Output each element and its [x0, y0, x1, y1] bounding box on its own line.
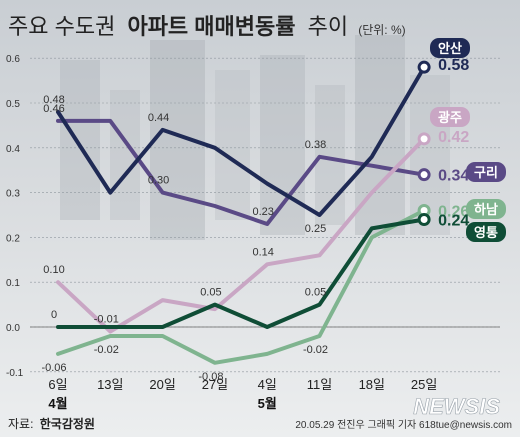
series-badge-bg	[466, 199, 506, 219]
y-tick-label: 0.3	[6, 189, 20, 200]
y-tick-label: -0.1	[6, 368, 24, 379]
end-point-구리	[417, 168, 431, 182]
source-name: 한국감정원	[40, 416, 95, 431]
y-tick-label: 0.5	[6, 99, 20, 110]
month-label: 4월	[48, 396, 67, 411]
title-suffix: 추이	[308, 14, 348, 39]
y-tick-label: 0.4	[6, 144, 20, 155]
data-label: 0.10	[43, 264, 64, 276]
end-value-label: 0.26	[438, 204, 469, 221]
x-tick-label: 27일	[202, 377, 228, 392]
x-tick-label: 18일	[359, 377, 385, 392]
series-badge-구리: 구리	[466, 162, 506, 182]
y-tick-label: 0.0	[6, 323, 20, 334]
data-label: -0.08	[198, 371, 223, 383]
series-badge-bg	[466, 162, 506, 182]
x-tick-label: 11일	[307, 377, 332, 392]
series-badge-광주: 광주	[430, 107, 470, 127]
x-axis: 6일 13일 20일 27일 4일 11일 18일 25일 4월 5월	[48, 377, 437, 411]
data-label: 0.05	[200, 287, 221, 299]
series-badge-안산: 안산	[430, 38, 470, 58]
series-name: 광주	[438, 110, 462, 125]
source-prefix: 자료:	[8, 417, 33, 431]
series-name: 하남	[474, 202, 498, 217]
end-value-label: 0.58	[438, 57, 469, 74]
series-line-영통	[56, 217, 427, 329]
y-tick-label: 0.2	[6, 233, 20, 244]
data-label: -0.01	[94, 313, 119, 325]
series-name: 영통	[474, 225, 498, 240]
data-label: 0.46	[43, 103, 64, 115]
data-label: 0.48	[43, 94, 64, 106]
y-tick-label: 0.1	[6, 278, 20, 289]
series-name: 안산	[438, 41, 462, 56]
data-label: 0.23	[252, 206, 273, 218]
data-labels: 0.46 0.30 0.23 0.38 0.10 -0.01 0.14 -0.06 -0.02 -…	[41, 94, 328, 383]
end-point-안산	[417, 60, 431, 74]
source-text: 자료: 한국감정원	[8, 416, 95, 431]
end-value-label: 0.42	[438, 129, 469, 146]
end-point-영통	[417, 212, 431, 226]
title-regular: 주요 수도권	[8, 14, 115, 39]
end-value-label: 0.24	[438, 212, 469, 229]
chart-unit: (단위: %)	[358, 23, 405, 37]
y-axis: -0.1 0.0 0.1 0.2 0.3 0.4 0.5 0.6	[6, 54, 24, 379]
data-label: 0.44	[148, 112, 169, 124]
data-label: 0.14	[252, 246, 273, 258]
series-line-안산	[56, 65, 427, 217]
month-label: 5월	[258, 396, 277, 411]
series-badge-영통: 영통	[466, 222, 506, 242]
series-name: 구리	[474, 165, 498, 180]
series-lines	[56, 65, 427, 365]
data-label: -0.06	[41, 362, 66, 374]
data-label: 0.38	[305, 139, 326, 151]
data-label: -0.02	[303, 344, 328, 356]
x-tick-label: 4일	[258, 377, 277, 392]
series-badge-bg	[430, 107, 470, 127]
end-point-광주	[417, 132, 431, 146]
series-badge-bg	[466, 222, 506, 242]
series-line-하남	[56, 208, 427, 365]
data-label: 0.30	[148, 175, 169, 187]
series-points	[417, 60, 431, 226]
end-value-label: 0.34	[438, 168, 469, 185]
series-badge-bg	[430, 38, 470, 58]
credit-text: 20.05.29 전진우 그래픽 기자 618tue@newsis.com	[295, 419, 512, 431]
x-tick-label: 6일	[48, 377, 67, 392]
x-tick-label: 20일	[149, 377, 175, 392]
data-label: 0.05	[305, 287, 326, 299]
y-tick-label: 0.6	[6, 54, 20, 65]
x-tick-label: 25일	[411, 377, 437, 392]
title-bold: 아파트 매매변동률	[127, 14, 295, 39]
x-tick-label: 13일	[97, 377, 123, 392]
data-label: -0.02	[94, 344, 119, 356]
data-label: 0.25	[305, 223, 326, 235]
data-label: 0	[51, 309, 57, 321]
series-badge-하남: 하남	[466, 199, 506, 219]
newsis-logo: NEWSIS	[413, 394, 500, 419]
chart-title: 주요 수도권 아파트 매매변동률 추이 (단위: %)	[8, 14, 406, 39]
